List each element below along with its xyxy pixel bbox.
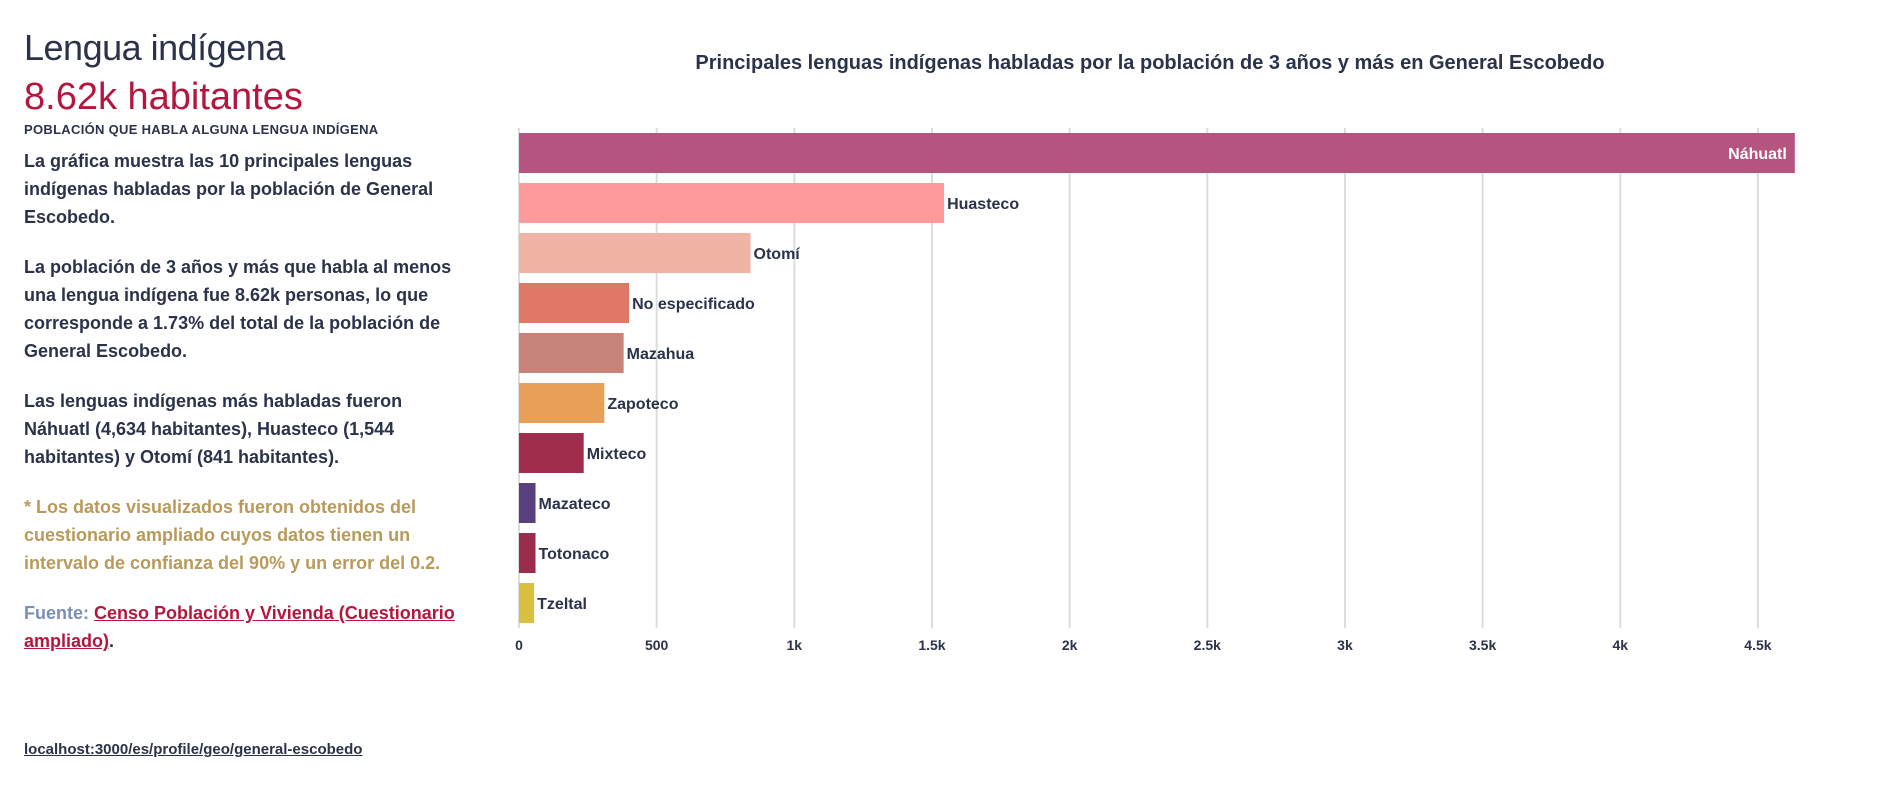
bar[interactable] bbox=[519, 133, 1795, 173]
bar-label: Zapoteco bbox=[607, 396, 678, 413]
source-label: Fuente: bbox=[24, 603, 89, 623]
paragraph-top-languages: Las lenguas indígenas más habladas fuero… bbox=[24, 391, 403, 467]
x-tick-label: 1.5k bbox=[918, 637, 945, 653]
bar[interactable] bbox=[519, 183, 945, 223]
source-line: Fuente: Censo Población y Vivienda (Cues… bbox=[24, 599, 464, 655]
x-tick-label: 2.5k bbox=[1194, 637, 1221, 653]
bar[interactable] bbox=[519, 383, 605, 423]
x-tick-label: 500 bbox=[645, 637, 669, 653]
stat-value: 8.62k habitantes bbox=[24, 76, 303, 118]
bar-label: Náhuatl bbox=[1728, 146, 1787, 163]
bar[interactable] bbox=[519, 283, 630, 323]
source-end: . bbox=[109, 631, 115, 651]
x-tick-label: 0 bbox=[515, 637, 523, 653]
bar-label: No especificado bbox=[632, 296, 755, 313]
x-tick-label: 3.5k bbox=[1469, 637, 1496, 653]
chart-title: Principales lenguas indígenas habladas p… bbox=[695, 52, 1605, 74]
x-tick-label: 2k bbox=[1062, 637, 1078, 653]
page-url-link[interactable]: localhost:3000/es/profile/geo/general-es… bbox=[24, 741, 363, 758]
paragraph-description: La gráfica muestra las 10 principales le… bbox=[24, 151, 434, 227]
bar[interactable] bbox=[519, 333, 624, 373]
bar-label: Otomí bbox=[754, 246, 801, 263]
bar-label: Mazateco bbox=[539, 496, 611, 513]
x-tick-label: 4k bbox=[1612, 637, 1628, 653]
bar[interactable] bbox=[519, 533, 536, 573]
bar-label: Totonaco bbox=[539, 546, 610, 563]
bar[interactable] bbox=[519, 583, 535, 623]
source-link[interactable]: Censo Población y Vivienda (Cuestionario… bbox=[24, 603, 455, 651]
sidebar: Lengua indígena 8.62k habitantes Poblaci… bbox=[24, 26, 464, 655]
bar-label: Huasteco bbox=[947, 196, 1019, 213]
x-tick-label: 3k bbox=[1337, 637, 1353, 653]
bar-label: Mazahua bbox=[627, 346, 695, 363]
bar-label: Tzeltal bbox=[537, 596, 587, 613]
section-title: Lengua indígena bbox=[24, 27, 285, 68]
bar[interactable] bbox=[519, 433, 584, 473]
x-tick-label: 1k bbox=[787, 637, 803, 653]
stat-label: Población que habla alguna lengua indíge… bbox=[24, 122, 379, 137]
paragraph-population: La población de 3 años y más que habla a… bbox=[24, 257, 452, 361]
bar-label: Mixteco bbox=[587, 446, 647, 463]
confidence-note: * Los datos visualizados fueron obtenido… bbox=[24, 497, 441, 573]
bar[interactable] bbox=[519, 483, 536, 523]
x-tick-label: 4.5k bbox=[1744, 637, 1771, 653]
bar[interactable] bbox=[519, 233, 751, 273]
